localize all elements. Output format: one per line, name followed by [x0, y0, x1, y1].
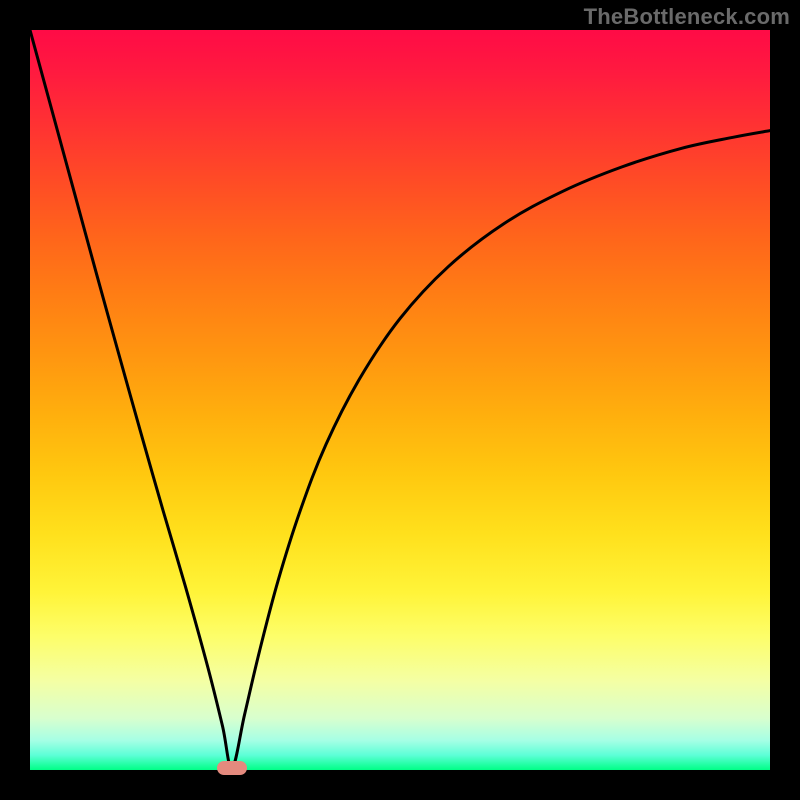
curve-path: [30, 30, 770, 768]
bottleneck-curve: [30, 30, 770, 770]
minimum-marker: [217, 761, 247, 775]
plot-area: [30, 30, 770, 770]
chart-canvas: TheBottleneck.com: [0, 0, 800, 800]
watermark-text: TheBottleneck.com: [584, 4, 790, 30]
